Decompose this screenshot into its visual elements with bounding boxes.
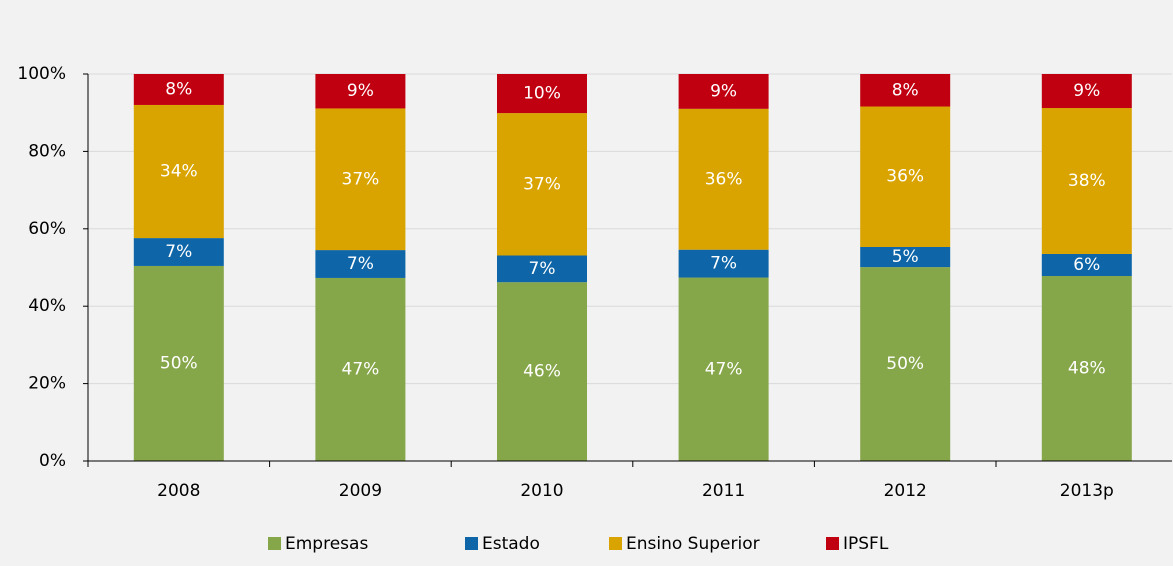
y-tick-label: 60% [28,219,66,239]
bar-segment [1041,108,1132,254]
x-tick-label: 2012 [884,481,927,501]
bar-segment [133,265,224,461]
bar-segment [678,249,769,278]
data-label: 47% [342,359,380,379]
bar-segment [678,108,769,250]
legend-swatch [268,537,281,550]
data-label: 48% [1068,359,1106,379]
bar-segment [497,282,587,461]
bar-segment [678,74,769,109]
data-label: 36% [705,169,743,189]
y-tick-label: 20% [28,374,66,394]
bar-segment [133,74,224,105]
bar-segment [497,74,587,114]
bar-segment [133,238,224,266]
data-label: 50% [886,354,924,374]
y-tick-label: 40% [28,296,66,316]
legend-label: Empresas [285,534,368,554]
data-label: 8% [892,80,919,100]
data-label: 46% [523,362,561,382]
bar-segment [315,250,406,278]
data-label: 9% [347,81,374,101]
data-label: 37% [342,169,380,189]
bar-segment [1041,74,1132,109]
bar-segment [315,74,406,109]
bar-segment [1041,276,1132,461]
data-label: 36% [886,167,924,187]
x-tick-label: 2011 [702,481,745,501]
data-label: 10% [523,84,561,104]
y-tick-label: 0% [39,451,66,471]
data-label: 9% [1073,81,1100,101]
bar-segment [860,106,951,247]
legend-swatch [826,537,839,550]
x-tick-label: 2009 [339,481,382,501]
bar-segment [497,255,587,283]
x-tick-label: 2013p [1060,481,1114,501]
x-tick-label: 2008 [157,481,200,501]
bar-segment [860,246,951,268]
bar-segment [133,104,224,239]
bar-segment [678,277,769,461]
data-label: 37% [523,174,561,194]
data-label: 47% [705,359,743,379]
legend-label: Ensino Superior [626,534,760,554]
data-label: 6% [1073,255,1100,275]
data-label: 34% [160,162,198,182]
bar-segment [860,74,951,107]
data-label: 7% [347,254,374,274]
legend-label: IPSFL [843,534,889,554]
data-label: 7% [165,242,192,262]
bar-segment [1041,253,1132,277]
bar-segment [860,267,951,461]
data-label: 7% [529,259,556,279]
data-label: 7% [710,254,737,274]
data-label: 50% [160,353,198,373]
x-tick-label: 2010 [520,481,563,501]
y-tick-label: 100% [17,64,66,84]
data-label: 5% [892,247,919,267]
bar-segment [497,113,587,256]
legend-swatch [609,537,622,550]
y-tick-label: 80% [28,141,66,161]
data-label: 8% [165,79,192,99]
legend-label: Estado [482,534,540,554]
legend-swatch [465,537,478,550]
bar-segment [315,277,406,461]
data-label: 9% [710,81,737,101]
bar-segment [315,108,406,251]
data-label: 38% [1068,171,1106,191]
